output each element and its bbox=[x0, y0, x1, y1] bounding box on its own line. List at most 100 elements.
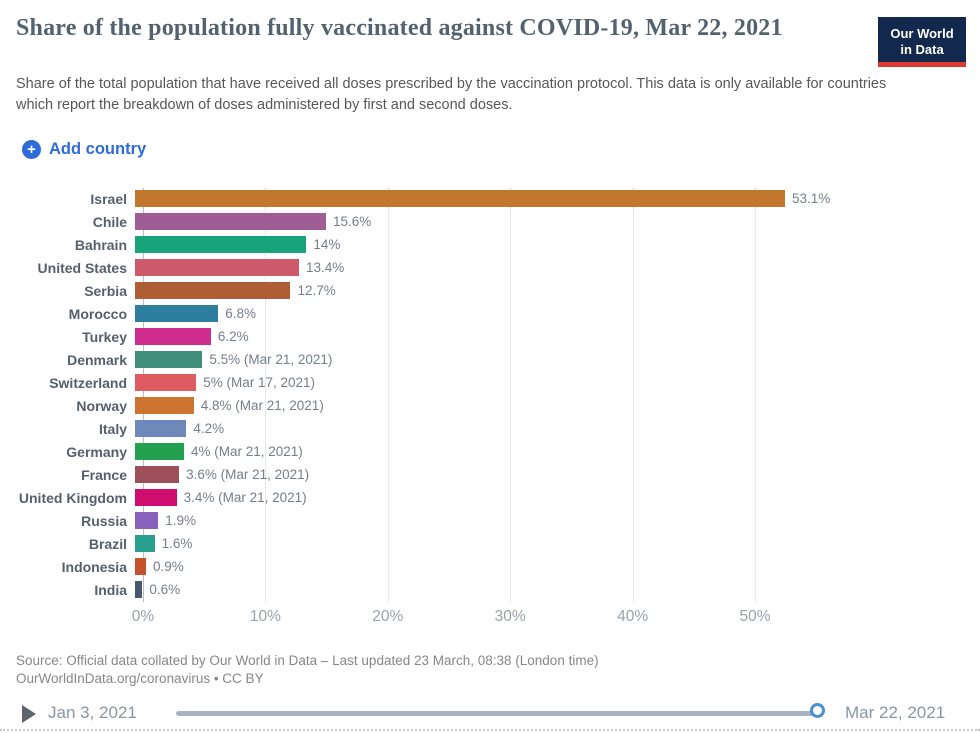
add-country-button[interactable]: + Add country bbox=[22, 140, 146, 159]
bar-switzerland[interactable] bbox=[135, 374, 197, 391]
chart-bar-row: Indonesia 0.9% bbox=[0, 558, 980, 575]
x-tick-label: 30% bbox=[494, 608, 526, 625]
gridline bbox=[632, 188, 634, 602]
x-tick-label: 0% bbox=[131, 608, 155, 625]
gridline bbox=[755, 188, 756, 602]
chart-bar-row: Denmark 5.5% (Mar 21, 2021) bbox=[0, 351, 980, 368]
bar-chart: Israel 53.1% Chile 15.6% Bahrain 14% United St… bbox=[0, 188, 980, 625]
x-tick-label: 50% bbox=[739, 608, 771, 625]
gridline bbox=[387, 188, 389, 602]
chart-bar-row: Serbia 12.7% bbox=[0, 282, 980, 299]
timeline-start-date: Jan 3, 2021 bbox=[48, 703, 137, 722]
country-label: Serbia bbox=[84, 282, 127, 299]
bar-value-label: 13.4% bbox=[306, 260, 345, 275]
bar-value-label: 15.6% bbox=[332, 214, 372, 229]
country-label: United Kingdom bbox=[18, 489, 127, 506]
chart-bar-row: Italy 4.2% bbox=[0, 420, 980, 437]
gridline bbox=[510, 188, 512, 602]
chart-bar-row: Russia 1.9% bbox=[0, 512, 980, 529]
x-tick-label: 10% bbox=[249, 608, 281, 625]
bar-value-label: 1.9% bbox=[165, 513, 197, 528]
bar-value-label: 5% (Mar 17, 2021) bbox=[203, 375, 315, 390]
bar-value-label: 0.6% bbox=[149, 582, 181, 597]
chart-title: Share of the population fully vaccinated… bbox=[16, 15, 783, 41]
bar-chile[interactable] bbox=[135, 213, 326, 230]
bar-value-label: 1.6% bbox=[161, 536, 193, 551]
chart-bar-row: Brazil 1.6% bbox=[0, 535, 980, 552]
bar-value-label: 4.8% (Mar 21, 2021) bbox=[200, 398, 324, 413]
source-line2: OurWorldInData.org/coronavirus • CC BY bbox=[16, 671, 264, 687]
bar-indonesia[interactable] bbox=[135, 558, 147, 575]
country-label: Bahrain bbox=[74, 236, 127, 253]
country-label: Morocco bbox=[68, 305, 127, 322]
country-label: Denmark bbox=[67, 351, 127, 368]
bar-france[interactable] bbox=[135, 466, 180, 483]
bar-serbia[interactable] bbox=[135, 282, 291, 299]
bar-italy[interactable] bbox=[135, 420, 187, 437]
bar-value-label: 0.9% bbox=[153, 559, 184, 574]
bar-value-label: 4.2% bbox=[193, 421, 225, 436]
y-axis-line bbox=[143, 188, 144, 602]
x-tick-label: 40% bbox=[617, 608, 649, 625]
country-label: Norway bbox=[76, 397, 127, 414]
country-label: France bbox=[81, 466, 127, 483]
timeline-end-date: Mar 22, 2021 bbox=[845, 703, 946, 722]
country-label: Israel bbox=[90, 190, 127, 207]
bar-morocco[interactable] bbox=[135, 305, 219, 322]
x-tick-label: 20% bbox=[372, 608, 404, 625]
timeline-slider-track[interactable] bbox=[176, 711, 818, 716]
chart-bar-row: United States 13.4% bbox=[0, 259, 980, 276]
country-label: Indonesia bbox=[61, 558, 127, 575]
country-label: Germany bbox=[66, 443, 127, 460]
play-icon[interactable] bbox=[22, 705, 36, 723]
bar-united-kingdom[interactable] bbox=[135, 489, 177, 506]
source-line1: Source: Official data collated by Our Wo… bbox=[16, 653, 599, 668]
bar-israel[interactable] bbox=[135, 190, 785, 207]
bar-russia[interactable] bbox=[135, 512, 159, 529]
chart-bar-row: Norway 4.8% (Mar 21, 2021) bbox=[0, 397, 980, 414]
chart-bar-row: Chile 15.6% bbox=[0, 213, 980, 230]
chart-subtitle: Share of the total population that have … bbox=[16, 76, 887, 113]
bar-value-label: 12.7% bbox=[297, 283, 336, 298]
country-label: United States bbox=[37, 259, 127, 276]
bar-value-label: 14% bbox=[313, 237, 341, 252]
bar-brazil[interactable] bbox=[135, 535, 155, 552]
country-label: Turkey bbox=[82, 328, 127, 345]
bar-germany[interactable] bbox=[135, 443, 184, 460]
bar-united-states[interactable] bbox=[135, 259, 300, 276]
bar-india[interactable] bbox=[135, 581, 143, 598]
plus-circle-icon: + bbox=[22, 140, 41, 159]
chart-bar-row: Germany 4% (Mar 21, 2021) bbox=[0, 443, 980, 460]
country-label: Switzerland bbox=[49, 374, 127, 391]
bar-denmark[interactable] bbox=[135, 351, 203, 368]
bar-turkey[interactable] bbox=[135, 328, 211, 345]
bar-value-label: 6.2% bbox=[217, 329, 249, 344]
chart-bar-row: Bahrain 14% bbox=[0, 236, 980, 253]
bar-norway[interactable] bbox=[135, 397, 194, 414]
bar-value-label: 3.4% (Mar 21, 2021) bbox=[183, 490, 307, 505]
bar-value-label: 3.6% (Mar 21, 2021) bbox=[186, 467, 310, 482]
chart-bar-row: Israel 53.1% bbox=[0, 190, 980, 207]
timeline-control: Jan 3, 2021 Mar 22, 2021 bbox=[0, 698, 980, 730]
country-label: Russia bbox=[81, 512, 127, 529]
owid-logo-line2: in Data bbox=[900, 42, 944, 57]
country-label: Brazil bbox=[88, 535, 127, 552]
chart-bar-row: France 3.6% (Mar 21, 2021) bbox=[0, 466, 980, 483]
chart-rows: Israel 53.1% Chile 15.6% Bahrain 14% United St… bbox=[0, 190, 980, 598]
chart-bar-row: Switzerland 5% (Mar 17, 2021) bbox=[0, 374, 980, 391]
add-country-label: Add country bbox=[49, 140, 147, 158]
source-note: Source: Official data collated by Our Wo… bbox=[16, 652, 599, 688]
bottom-divider bbox=[0, 729, 980, 731]
timeline-slider-handle[interactable] bbox=[810, 703, 825, 718]
owid-logo-stripe bbox=[878, 62, 966, 67]
country-label: India bbox=[94, 581, 127, 598]
chart-bar-row: Turkey 6.2% bbox=[0, 328, 980, 345]
owid-logo-line1: Our World bbox=[890, 25, 954, 41]
bar-value-label: 6.8% bbox=[225, 306, 256, 321]
bar-value-label: 5.5% (Mar 21, 2021) bbox=[209, 352, 333, 367]
bar-bahrain[interactable] bbox=[135, 236, 307, 253]
gridline bbox=[265, 188, 267, 602]
country-label: Italy bbox=[98, 420, 127, 437]
chart-bar-row: Morocco 6.8% bbox=[0, 305, 980, 322]
